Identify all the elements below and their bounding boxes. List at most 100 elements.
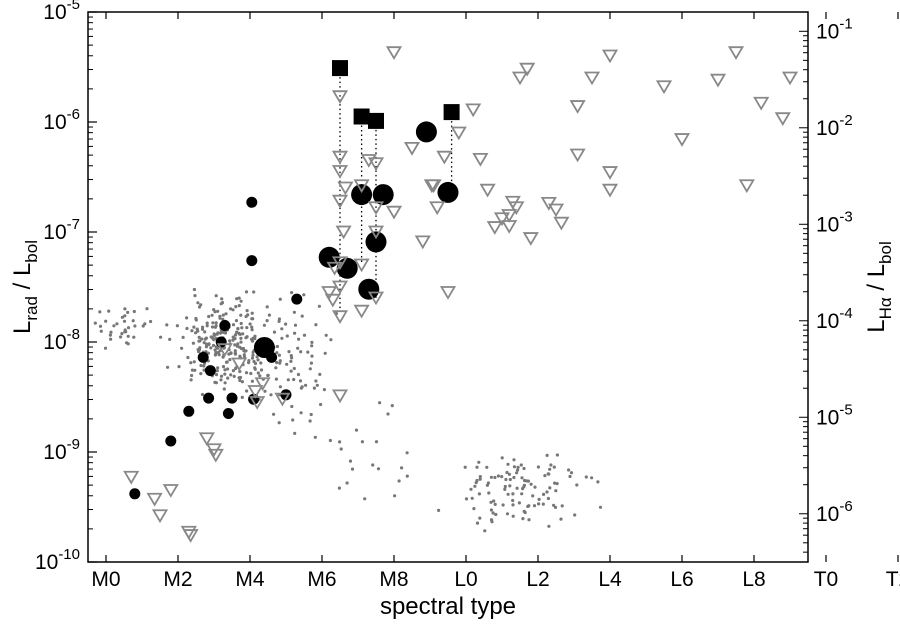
upper-limit-triangle	[331, 150, 349, 165]
halpha-dot	[263, 389, 267, 393]
upper-limit-triangle	[553, 216, 570, 231]
halpha-dot	[120, 315, 124, 319]
halpha-dot	[222, 387, 226, 391]
halpha-dot	[229, 373, 233, 377]
halpha-dot	[237, 296, 241, 300]
halpha-dot	[235, 297, 239, 301]
halpha-dot	[250, 317, 254, 321]
halpha-dot	[216, 366, 220, 370]
halpha-dot	[278, 297, 282, 301]
x-tick-label: L4	[598, 568, 622, 591]
halpha-dot	[233, 343, 237, 347]
halpha-dot	[492, 499, 496, 503]
halpha-dot	[181, 335, 185, 339]
upper-limit-triangle	[123, 470, 140, 485]
halpha-dot	[393, 494, 397, 498]
halpha-dot	[489, 475, 493, 479]
halpha-dot	[521, 487, 525, 491]
halpha-dot	[475, 521, 480, 525]
halpha-dot	[245, 335, 249, 339]
halpha-dot	[250, 339, 255, 343]
halpha-dot	[277, 421, 281, 425]
halpha-dot	[310, 344, 314, 348]
halpha-dot	[233, 352, 237, 356]
y-left-tick-label: 10-10	[35, 546, 80, 574]
y-left-tick-label: 10-5	[43, 0, 80, 24]
small-filled-circle	[246, 196, 258, 208]
halpha-dot	[554, 489, 558, 493]
halpha-dot	[126, 342, 130, 346]
halpha-dot	[123, 314, 127, 318]
halpha-dot	[360, 440, 364, 444]
x-tick-label: L8	[742, 568, 765, 591]
halpha-dot	[108, 333, 112, 337]
halpha-dot	[296, 372, 301, 377]
halpha-dot	[532, 504, 537, 508]
x-tick-label: T0	[814, 568, 839, 591]
halpha-dot	[284, 322, 288, 326]
upper-limit-triangle	[321, 286, 338, 300]
halpha-dot	[219, 378, 223, 382]
upper-limit-triangle	[360, 154, 377, 168]
halpha-dot	[290, 291, 294, 295]
halpha-dot	[312, 386, 316, 390]
halpha-dot	[196, 348, 200, 352]
halpha-dot	[209, 346, 213, 350]
halpha-dot	[549, 463, 553, 467]
halpha-dot	[405, 474, 409, 478]
upper-limit-triangle	[151, 509, 169, 524]
upper-limit-triangle	[326, 261, 343, 276]
halpha-dot	[274, 366, 278, 370]
halpha-dot	[272, 330, 277, 334]
halpha-dot	[483, 529, 487, 533]
large-filled-circle	[358, 278, 380, 300]
halpha-dot	[390, 404, 394, 408]
halpha-dot	[207, 314, 211, 319]
halpha-dot	[291, 418, 295, 422]
halpha-dot	[345, 481, 349, 485]
halpha-dot	[195, 327, 199, 331]
halpha-dot	[99, 329, 103, 333]
halpha-dot	[302, 293, 306, 297]
y-left-tick-label: 10-7	[43, 216, 80, 244]
upper-limit-triangle	[501, 220, 518, 234]
halpha-dot	[519, 463, 523, 467]
y-left-tick-label: 10-8	[43, 326, 80, 354]
halpha-dot	[223, 330, 227, 334]
halpha-dot	[371, 463, 375, 467]
halpha-dot	[240, 326, 244, 330]
upper-limit-triangle	[367, 291, 385, 306]
halpha-dot	[298, 379, 303, 383]
halpha-dot	[266, 373, 270, 377]
upper-limit-triangle	[569, 148, 586, 163]
plot-frame	[87, 11, 809, 563]
halpha-dot	[310, 340, 314, 344]
halpha-dot	[189, 361, 193, 365]
halpha-dot	[225, 360, 229, 364]
halpha-dot	[275, 360, 279, 365]
halpha-dot	[265, 319, 269, 323]
halpha-dot	[189, 378, 193, 382]
filled-square	[332, 60, 348, 77]
halpha-dot	[190, 329, 194, 333]
upper-limit-triangle	[331, 90, 349, 105]
halpha-dot	[437, 508, 441, 512]
y-left-tick-label: 10-9	[43, 436, 80, 464]
upper-limit-triangle	[673, 133, 691, 147]
halpha-dot	[543, 474, 547, 478]
halpha-dot	[337, 486, 341, 490]
halpha-dot	[234, 319, 239, 323]
halpha-dot	[112, 324, 116, 328]
halpha-dot	[285, 362, 289, 366]
halpha-dot	[228, 339, 232, 343]
upper-limit-triangle	[247, 385, 264, 399]
halpha-dot	[477, 460, 481, 464]
halpha-dot	[237, 376, 241, 380]
halpha-dot	[478, 477, 482, 481]
halpha-dot	[553, 481, 557, 485]
halpha-dot	[194, 331, 198, 335]
upper-limit-triangle	[601, 49, 619, 64]
halpha-dot	[397, 479, 401, 483]
halpha-dot	[192, 360, 196, 364]
halpha-dot	[245, 326, 249, 330]
